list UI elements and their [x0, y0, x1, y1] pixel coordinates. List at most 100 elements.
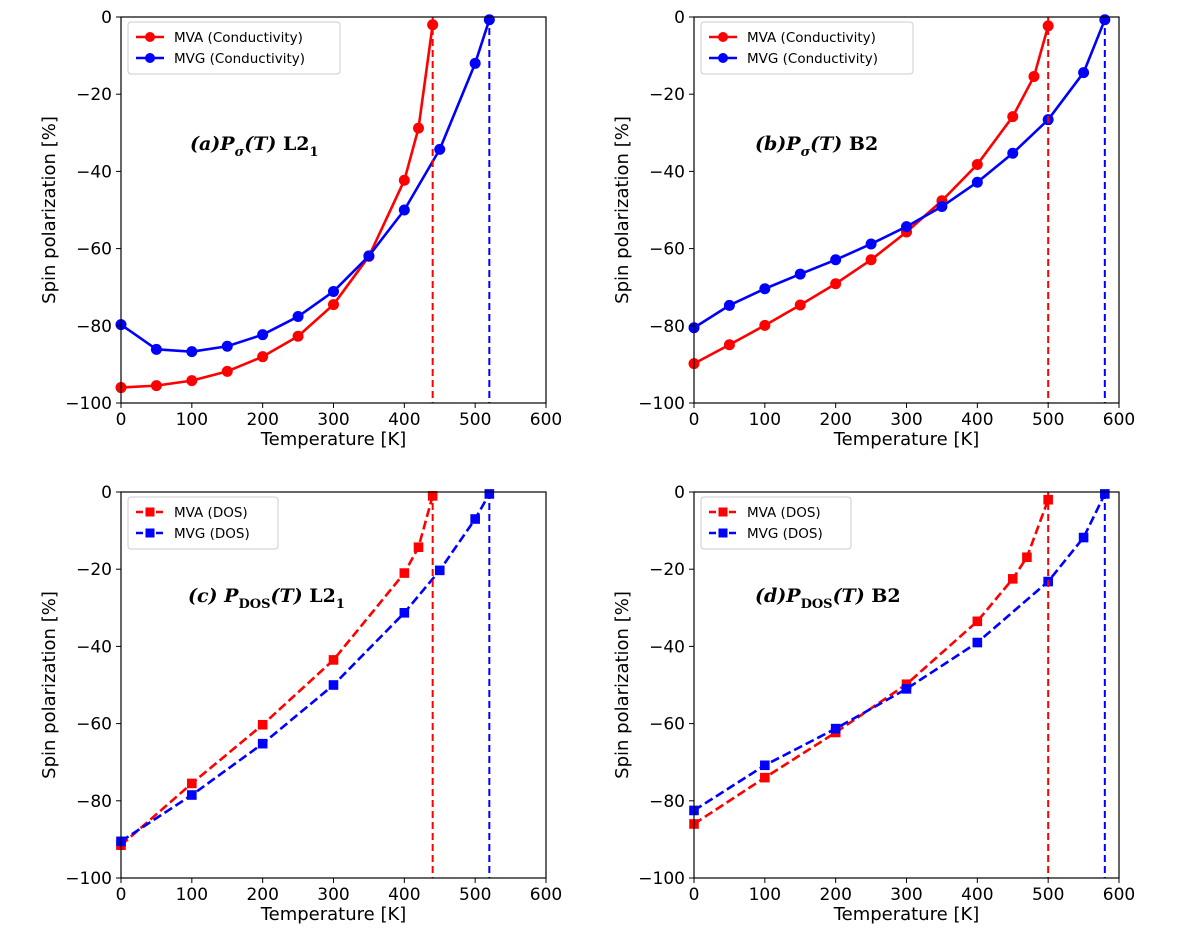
panel-c: 0 100 200 300 400 500 600 0 −20 −40 −60 −80 −100 Temp…	[39, 483, 562, 925]
legend-box	[127, 496, 279, 550]
data-point-mva	[971, 158, 983, 170]
x-axis-label: Temperature [K]	[833, 904, 980, 925]
data-point-mva	[413, 542, 424, 552]
annotation-argument: (T)	[810, 133, 842, 155]
series-line-mva	[120, 24, 434, 389]
x-tick-label: 300	[890, 885, 922, 905]
series-line-mva	[693, 25, 1050, 365]
plot-frame	[120, 16, 547, 404]
data-point-mva	[399, 568, 410, 578]
legend-marker	[145, 32, 155, 42]
data-point-mva	[221, 365, 233, 377]
legend-label-mvg: MVG (DOS)	[747, 526, 823, 542]
x-tick-label: 100	[176, 885, 208, 905]
data-point-mvg	[1078, 532, 1089, 543]
y-tick-label: −80	[76, 317, 112, 337]
legend-marker	[145, 53, 155, 63]
legend-marker	[718, 528, 728, 538]
y-axis-label: Spin polarization [%]	[612, 116, 633, 304]
annotation-symbol: P	[785, 133, 801, 155]
data-point-mva	[427, 19, 439, 31]
data-point-mvg	[1007, 147, 1019, 159]
data-point-mvg	[830, 254, 842, 266]
data-point-mvg	[328, 680, 339, 690]
y-tick-label: −60	[649, 715, 685, 735]
annotation-prefix: (a)	[190, 133, 220, 155]
data-point-mvg	[936, 201, 948, 213]
x-tick-label: 200	[246, 885, 278, 905]
series-line-mvg	[120, 19, 491, 353]
x-tick-label: 600	[530, 410, 562, 430]
legend: MVA (DOS) MVG (DOS)	[700, 496, 852, 550]
legend-marker	[718, 507, 728, 517]
annotation-subscript: DOS	[801, 597, 833, 612]
data-point-mva	[1042, 20, 1054, 32]
x-tick-label: 100	[749, 410, 781, 430]
data-point-mvg	[187, 790, 197, 800]
annotation-phase: B2	[849, 133, 878, 155]
annotation-phase-subscript: 1	[310, 145, 319, 160]
y-tick-label: −20	[649, 560, 685, 580]
x-tick-label: 0	[116, 885, 127, 905]
y-tick-label: −20	[649, 85, 685, 105]
annotation-argument: (T)	[833, 585, 865, 607]
data-point-mvg	[470, 514, 480, 524]
y-tick-label: 0	[674, 8, 685, 28]
data-point-mvg	[363, 250, 375, 262]
y-axis-label: Spin polarization [%]	[39, 116, 60, 304]
x-axis-label: Temperature [K]	[833, 429, 980, 450]
x-tick-label: 400	[961, 410, 993, 430]
annotation-prefix: (b)	[755, 133, 786, 155]
data-point-mvg	[865, 238, 877, 250]
y-tick-label: 0	[674, 483, 685, 503]
y-tick-label: −100	[65, 394, 112, 414]
annotation-phase: L2	[283, 133, 310, 155]
x-tick-label: 600	[530, 885, 562, 905]
legend-label-mva: MVA (Conductivity)	[174, 30, 303, 46]
x-tick-label: 600	[1103, 885, 1135, 905]
data-point-mva	[830, 278, 842, 290]
annotation-symbol: P	[223, 585, 239, 607]
annotation-subscript: DOS	[238, 597, 270, 612]
annotation-subscript: σ	[801, 145, 811, 160]
legend-marker	[718, 32, 728, 42]
series-line-mva	[693, 499, 1050, 826]
data-point-mva	[1043, 494, 1053, 505]
panel-annotation: (a)Pσ(T) L21	[190, 133, 319, 160]
x-tick-label: 200	[819, 410, 851, 430]
y-axis-label: Spin polarization [%]	[612, 591, 633, 779]
panel-d: 0 100 200 300 400 500 600 0 −20 −40 −60 −80 −100 Temp…	[612, 483, 1135, 925]
data-point-mva	[1007, 574, 1018, 584]
legend: MVA (Conductivity) MVG (Conductivity)	[700, 21, 914, 75]
data-point-mva	[292, 330, 304, 342]
annotation-prefix: (c)	[188, 585, 224, 607]
data-point-mvg	[760, 760, 770, 771]
data-point-mvg	[398, 204, 410, 216]
annotation-symbol: P	[219, 133, 235, 155]
y-tick-label: −60	[649, 240, 685, 260]
data-point-mva	[398, 174, 410, 186]
annotation-argument: (T)	[244, 133, 276, 155]
data-point-mva	[187, 778, 197, 789]
legend-marker	[145, 507, 155, 517]
data-point-mvg	[257, 329, 269, 341]
annotation-phase: B2	[871, 585, 900, 607]
data-point-mva	[1007, 111, 1019, 123]
y-tick-label: 0	[101, 8, 112, 28]
data-point-mvg	[972, 637, 983, 648]
y-tick-label: −40	[76, 162, 112, 182]
annotation-prefix: (d)	[755, 585, 786, 607]
series-line-mvg	[693, 493, 1106, 812]
legend-label-mva: MVA (DOS)	[174, 505, 248, 521]
legend-label-mva: MVA (Conductivity)	[747, 30, 876, 46]
x-tick-label: 400	[388, 885, 420, 905]
data-point-mvg	[221, 340, 233, 352]
data-point-mvg	[186, 346, 198, 358]
x-tick-label: 100	[749, 885, 781, 905]
x-tick-label: 500	[1032, 885, 1064, 905]
data-point-mvg	[794, 268, 806, 280]
y-axis-label: Spin polarization [%]	[39, 591, 60, 779]
y-tick-label: −100	[638, 869, 685, 889]
data-point-mva	[760, 772, 770, 783]
